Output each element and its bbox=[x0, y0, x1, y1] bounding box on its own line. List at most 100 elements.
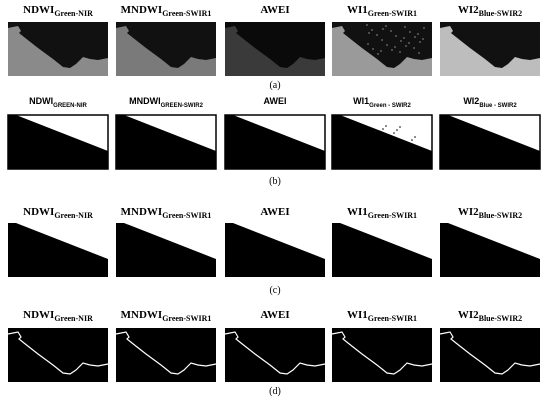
water-region bbox=[233, 115, 325, 151]
background bbox=[8, 328, 108, 382]
panel-image bbox=[225, 223, 325, 277]
noise bbox=[367, 43, 369, 45]
label-sub: Green-SWIR1 bbox=[368, 9, 417, 18]
water-region bbox=[448, 223, 540, 259]
frame bbox=[115, 114, 217, 170]
panel-image bbox=[8, 223, 108, 277]
panel-label: NDWIGreen-NIR bbox=[23, 4, 93, 18]
noise bbox=[388, 147, 390, 149]
noise bbox=[362, 133, 364, 135]
boundary bbox=[7, 331, 109, 375]
noise bbox=[367, 143, 369, 145]
noise bbox=[411, 139, 413, 141]
caption: (c) bbox=[269, 285, 280, 296]
noise bbox=[417, 33, 419, 35]
background bbox=[440, 328, 540, 382]
noise bbox=[373, 137, 375, 139]
panel-label: AWEI bbox=[260, 4, 289, 16]
label-main: NDWI bbox=[23, 309, 54, 321]
noise bbox=[405, 145, 407, 147]
noise bbox=[372, 48, 374, 50]
panel-image bbox=[7, 114, 109, 170]
noise bbox=[414, 136, 416, 138]
noise bbox=[385, 25, 387, 27]
panel-image bbox=[331, 114, 433, 170]
panel-image bbox=[116, 22, 216, 76]
noise bbox=[382, 128, 384, 130]
noise bbox=[394, 46, 396, 48]
water-region bbox=[340, 223, 432, 259]
frame bbox=[224, 114, 326, 170]
noise bbox=[381, 39, 383, 41]
land-region bbox=[8, 26, 108, 76]
water-region bbox=[340, 115, 432, 151]
noise bbox=[399, 51, 401, 53]
boundary bbox=[115, 331, 217, 375]
label-sub: Green-SWIR1 bbox=[162, 9, 211, 18]
panel-label: AWEI bbox=[263, 96, 286, 106]
noise bbox=[405, 45, 407, 47]
panel-image bbox=[331, 328, 433, 382]
label-main: AWEI bbox=[260, 206, 289, 218]
panel-label: MNDWIGreen-SWIR1 bbox=[121, 309, 212, 323]
label-main: WI2 bbox=[458, 4, 479, 16]
noise bbox=[396, 129, 398, 131]
panel-image bbox=[7, 328, 109, 382]
label-main: MNDWI bbox=[129, 96, 161, 106]
noise bbox=[376, 134, 378, 136]
label-sub: Green-SWIR1 bbox=[162, 314, 211, 323]
noise bbox=[380, 50, 382, 52]
panel-image bbox=[224, 328, 326, 382]
label-sub: Green-NIR bbox=[54, 314, 93, 323]
label-sub: GREEN-NIR bbox=[53, 103, 87, 109]
noise bbox=[390, 30, 392, 32]
panel-label: WI2Blue-SWIR2 bbox=[458, 309, 522, 323]
panel-image bbox=[115, 114, 217, 170]
water-region bbox=[448, 115, 540, 151]
label-sub: Blue-SWIR2 bbox=[479, 9, 523, 18]
label-main: NDWI bbox=[29, 96, 53, 106]
label-sub: Green - SWIR2 bbox=[369, 103, 411, 109]
background bbox=[332, 328, 432, 382]
water-region bbox=[233, 223, 325, 259]
panel-label: MNDWIGREEN-SWIR2 bbox=[129, 96, 204, 109]
noise bbox=[419, 41, 421, 43]
panel-label: WI1Green-SWIR1 bbox=[347, 4, 417, 18]
label-sub: GREEN-SWIR2 bbox=[161, 103, 204, 109]
background bbox=[225, 328, 325, 382]
panel-label: AWEI bbox=[260, 206, 289, 218]
panel-image bbox=[439, 114, 541, 170]
label-main: WI1 bbox=[347, 4, 368, 16]
land-region bbox=[225, 26, 325, 76]
land-region bbox=[440, 26, 540, 76]
label-main: WI1 bbox=[347, 206, 368, 218]
noise bbox=[391, 49, 393, 51]
label-main: MNDWI bbox=[121, 309, 163, 321]
water-region bbox=[16, 115, 108, 151]
noise bbox=[408, 142, 410, 144]
water-region bbox=[16, 223, 108, 259]
noise bbox=[390, 135, 392, 137]
panel-image bbox=[116, 223, 216, 277]
panel-label: MNDWIGreen-SWIR1 bbox=[121, 206, 212, 220]
label-main: MNDWI bbox=[121, 206, 163, 218]
label-main: WI2 bbox=[463, 96, 479, 106]
label-main: WI2 bbox=[458, 309, 479, 321]
label-main: AWEI bbox=[260, 309, 289, 321]
noise bbox=[385, 125, 387, 127]
panel-image bbox=[115, 328, 217, 382]
caption: (d) bbox=[269, 386, 281, 397]
noise bbox=[386, 44, 388, 46]
panel-label: NDWIGreen-NIR bbox=[23, 206, 93, 220]
noise bbox=[366, 24, 368, 26]
panel-image bbox=[332, 22, 432, 76]
label-sub: Green-SWIR1 bbox=[368, 314, 417, 323]
noise bbox=[414, 36, 416, 38]
noise bbox=[382, 28, 384, 30]
frame bbox=[331, 114, 433, 170]
caption: (b) bbox=[269, 176, 281, 187]
boundary bbox=[439, 331, 541, 375]
boundary bbox=[331, 331, 433, 375]
panel-image bbox=[8, 22, 108, 76]
